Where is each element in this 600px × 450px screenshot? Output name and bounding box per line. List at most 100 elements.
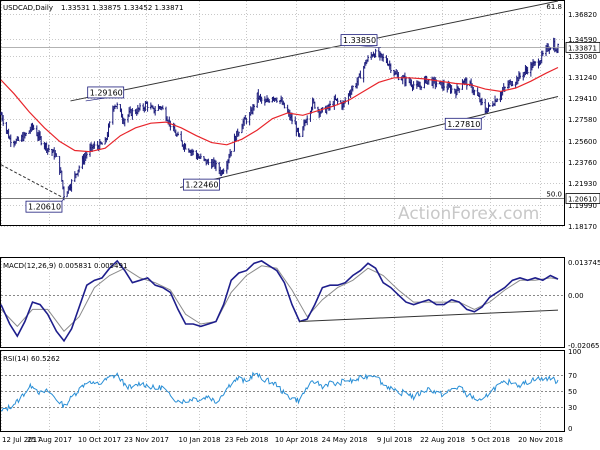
fib-61-8-label: 61.8 — [546, 3, 562, 11]
price-bar — [123, 118, 126, 127]
price-bar — [184, 143, 187, 150]
price-bar — [116, 102, 119, 110]
price-y-tick-label: 1.31240 — [568, 74, 597, 82]
price-bar — [207, 158, 210, 166]
x-tick-label: 10 Oct 2017 — [78, 436, 121, 444]
price-annotation-label: 1.27810 — [447, 120, 480, 129]
watermark: ActionForex.com — [398, 204, 539, 224]
rsi-y-tick-label: 50 — [568, 388, 577, 396]
x-tick-label: 10 Apr 2018 — [275, 436, 318, 444]
price-bar — [473, 89, 476, 96]
rsi-y-tick-label: 0 — [568, 425, 572, 433]
channel-bottom-trendline — [180, 96, 559, 188]
price-bar — [488, 104, 491, 107]
price-bar — [169, 120, 172, 131]
price-bar — [412, 81, 415, 90]
macd-y-tick-label: 0.00 — [568, 292, 584, 300]
price-bar — [199, 153, 202, 159]
x-tick-label: 22 Aug 2018 — [420, 436, 465, 444]
price-bar — [176, 131, 179, 136]
x-tick-label: 9 Jul 2018 — [377, 436, 412, 444]
price-bar — [17, 136, 20, 141]
x-tick-label: 12 Jul 2017 — [2, 436, 42, 444]
macd-y-tick-label: 0.013745 — [568, 259, 600, 267]
price-bar — [275, 97, 278, 103]
price-bar — [93, 141, 96, 149]
channel-top-trendline — [70, 0, 559, 102]
price-y-tick-label: 1.33080 — [568, 53, 597, 61]
price-bar — [214, 160, 217, 172]
current-price-box: 1.33871 — [565, 41, 600, 53]
price-y-tick-label: 1.21930 — [568, 180, 597, 188]
price-annotation-label: 1.22460 — [185, 181, 218, 190]
price-bar — [480, 97, 483, 106]
x-tick-label: 25 Aug 2017 — [27, 436, 72, 444]
price-annotation-box — [444, 117, 482, 130]
fib-50-label: 50.0 — [546, 191, 562, 199]
price-bar — [374, 48, 377, 58]
annotation-layer: 61.8 50.0 1.33871 1.20610 1.20610 1.29160 1.22… — [0, 0, 600, 323]
price-bar — [397, 71, 400, 81]
price-bar — [138, 103, 141, 111]
price-bar — [351, 85, 354, 92]
price-bar — [70, 179, 73, 192]
price-annotation-leader — [358, 45, 382, 48]
price-bar — [154, 106, 157, 116]
price-bar — [245, 117, 248, 125]
price-bar — [458, 87, 461, 93]
price-bar — [389, 63, 392, 74]
price-bar — [298, 133, 301, 138]
price-bar — [192, 149, 195, 156]
price-bar — [526, 66, 529, 75]
price-bar — [503, 86, 506, 93]
price-bar — [47, 144, 50, 153]
macd-signal-line — [0, 265, 559, 332]
fib-50-value-box-box — [565, 193, 600, 204]
price-annotation: 1.22460 — [183, 176, 222, 191]
rsi-y-tick-label: 70 — [568, 372, 577, 380]
price-ohlc: 1.33531 1.33875 1.33452 1.33871 — [61, 4, 183, 12]
price-bar — [222, 168, 225, 174]
price-bar — [9, 134, 12, 147]
price-bar — [268, 99, 271, 103]
macd-panel-frame — [0, 257, 565, 348]
macd-y-tick-label: -0.020652 — [568, 342, 600, 350]
macd-support-trendline — [299, 309, 559, 323]
price-bar — [313, 101, 316, 109]
price-bar — [283, 102, 286, 109]
price-bar — [511, 81, 514, 87]
current-price-box-box — [565, 41, 600, 53]
price-annotation-leader — [85, 97, 106, 102]
price-annotation-box — [25, 200, 63, 213]
x-tick-label: 23 Feb 2018 — [225, 436, 269, 444]
price-bar — [55, 153, 58, 157]
price-bar — [237, 131, 240, 137]
price-bar — [2, 115, 5, 126]
price-y-tick-label: 1.36820 — [568, 11, 597, 19]
price-annotation-leader — [219, 176, 222, 180]
price-title: USDCAD,Daily — [3, 4, 53, 12]
macd-title: MACD(12,26,9) 0.005831 0.005491 — [3, 262, 127, 270]
moving-average-line — [0, 66, 559, 153]
price-annotation-label: 1.20610 — [28, 203, 61, 212]
x-tick-label: 5 Oct 2018 — [471, 436, 510, 444]
price-bar — [146, 101, 149, 112]
price-y-tick-label: 1.18170 — [568, 223, 597, 231]
price-bar — [534, 61, 537, 66]
price-bar — [496, 98, 499, 103]
rsi-panel-frame — [0, 350, 565, 432]
price-annotation-box — [183, 178, 220, 191]
price-annotation: 1.29160 — [85, 86, 125, 102]
x-tick-label: 10 Jan 2018 — [179, 436, 221, 444]
price-bar — [24, 132, 27, 137]
fib-50-value-box-text: 1.20610 — [568, 196, 597, 204]
support-dashed-trendline — [0, 164, 65, 199]
price-y-tick-label: 1.34590 — [568, 36, 597, 44]
price-bar — [306, 115, 309, 126]
price-bar — [557, 43, 559, 53]
price-bar — [518, 72, 521, 79]
price-bar — [541, 50, 544, 57]
price-annotation: 1.20610 — [25, 197, 65, 213]
rsi-y-tick-label: 30 — [568, 404, 577, 412]
